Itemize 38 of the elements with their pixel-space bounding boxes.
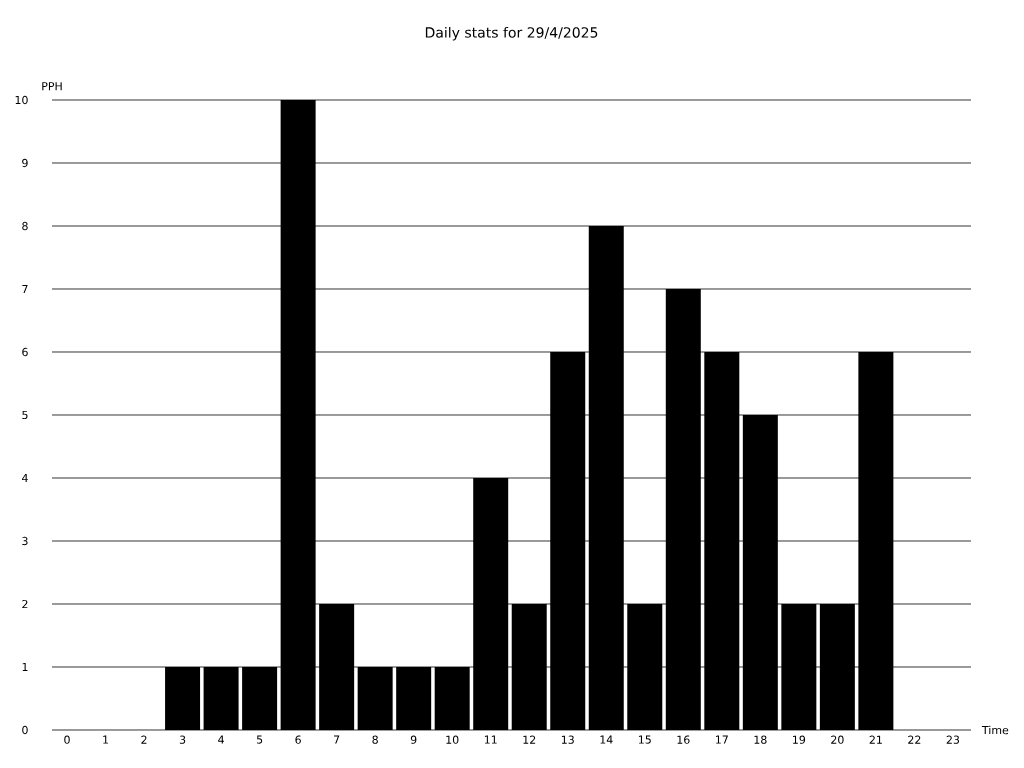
x-tick-label: 0 — [64, 735, 70, 744]
y-tick-label: 9 — [22, 158, 28, 168]
x-tick-label: 13 — [561, 735, 574, 744]
x-axis-title: Time — [981, 725, 1009, 735]
x-tick-label: 19 — [793, 735, 806, 744]
x-tick-label: 16 — [677, 735, 690, 744]
y-tick-label: 2 — [22, 599, 28, 609]
x-tick-label: 11 — [484, 735, 497, 744]
x-tick-label: 22 — [908, 735, 921, 744]
x-tick-label: 15 — [638, 735, 651, 744]
y-tick-label: 3 — [22, 536, 28, 546]
y-axis-title: PPH — [42, 82, 62, 91]
y-tick-label: 5 — [22, 410, 28, 420]
x-tick-label: 5 — [256, 735, 263, 744]
x-tick-label: 23 — [946, 735, 960, 744]
x-tick-label: 6 — [295, 735, 301, 744]
x-tick-label: 21 — [869, 735, 882, 744]
x-tick-label: 1 — [103, 735, 109, 744]
y-tick-label: 7 — [22, 284, 28, 293]
y-tick-label: 6 — [22, 347, 28, 357]
y-tick-label: 4 — [22, 473, 28, 483]
x-tick-label: 20 — [831, 735, 844, 744]
x-tick-label: 12 — [523, 735, 536, 744]
y-tick-label: 1 — [22, 662, 28, 672]
x-tick-label: 18 — [754, 735, 767, 744]
chart-title: Daily stats for 29/4/2025 — [425, 26, 598, 41]
x-tick-label: 17 — [716, 735, 728, 744]
y-tick-label: 0 — [22, 725, 28, 735]
y-tick-label: 10 — [15, 95, 28, 105]
x-tick-label: 9 — [410, 735, 417, 744]
x-tick-label: 2 — [141, 735, 147, 744]
y-tick-label: 8 — [22, 221, 28, 231]
x-tick-label: 3 — [179, 735, 186, 744]
x-tick-label: 14 — [600, 735, 613, 744]
x-tick-label: 8 — [372, 735, 378, 744]
x-tick-label: 4 — [218, 735, 224, 744]
x-tick-label: 7 — [334, 735, 340, 744]
x-tick-label: 10 — [446, 735, 459, 744]
